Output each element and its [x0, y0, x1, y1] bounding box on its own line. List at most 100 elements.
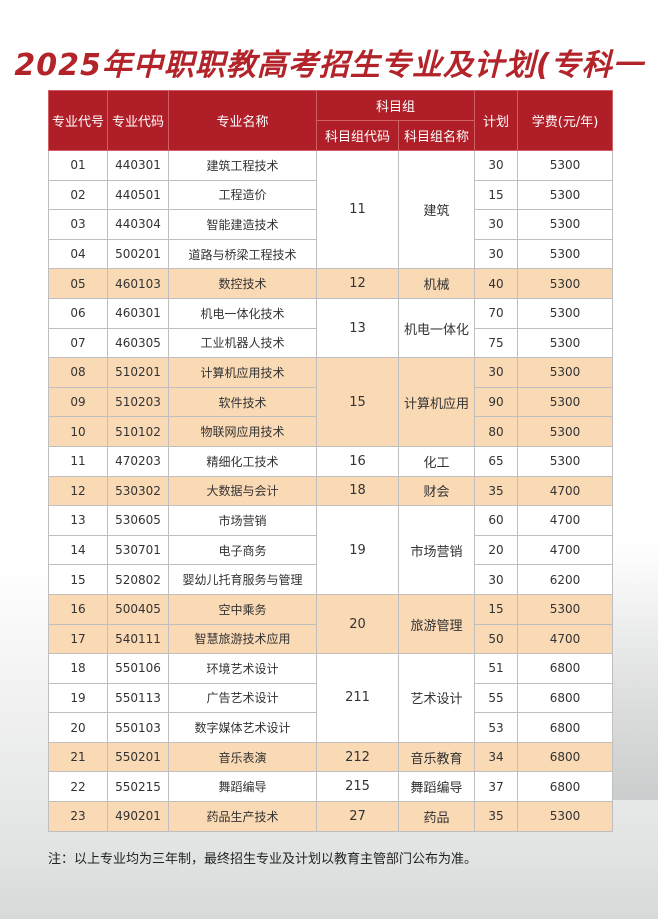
- tuition: 5300: [517, 445, 614, 477]
- tuition: 6800: [517, 682, 614, 714]
- table-row: 14 530701 电子商务 20 4700: [48, 534, 614, 566]
- major-no: 12: [48, 475, 108, 507]
- header-plan: 计划: [474, 90, 519, 151]
- major-code: 460301: [107, 297, 169, 329]
- group-code: 215: [316, 771, 399, 803]
- tuition: 6200: [517, 564, 614, 595]
- major-no: 22: [48, 771, 108, 803]
- plan: 15: [474, 593, 519, 625]
- table-row: 21 550201 音乐表演 212 音乐教育 34 6800: [48, 741, 614, 773]
- plan: 34: [474, 741, 519, 773]
- tuition: 5300: [517, 416, 614, 447]
- table-row: 04 500201 道路与桥梁工程技术 30 5300: [48, 238, 614, 270]
- tuition: 6800: [517, 771, 614, 803]
- plan: 55: [474, 682, 519, 714]
- group-name: 计算机应用: [397, 357, 476, 447]
- group-code: 15: [316, 357, 399, 447]
- group-code: 11: [316, 149, 399, 270]
- tuition: 5300: [517, 238, 614, 270]
- table-row: 23 490201 药品生产技术 27 药品 35 5300: [48, 801, 614, 832]
- table-row: 12 530302 大数据与会计 18 财会 35 4700: [48, 475, 614, 507]
- table-row: 16 500405 空中乘务 20 旅游管理 15 5300: [48, 593, 614, 655]
- major-no: 19: [48, 682, 108, 714]
- enrollment-plan-table: 专业代号 专业代码 专业名称 科目组 计划 学费(元/年) 科目组代码 科目组名…: [48, 90, 614, 832]
- major-name: 大数据与会计: [168, 475, 317, 507]
- tuition: 5300: [517, 327, 614, 359]
- plan: 75: [474, 327, 519, 359]
- header-group-code: 科目组代码: [316, 120, 399, 151]
- group-code: 211: [316, 653, 399, 743]
- header-subject-group: 科目组: [315, 90, 476, 121]
- major-no: 04: [48, 238, 108, 270]
- major-code: 550113: [107, 682, 169, 714]
- table-row: 03 440304 智能建造技术 30 5300: [48, 209, 614, 240]
- group-code: 27: [316, 801, 399, 832]
- tuition: 4700: [517, 475, 614, 507]
- table-row: 19 550113 广告艺术设计 55 6800: [48, 682, 614, 714]
- major-no: 16: [48, 593, 108, 625]
- major-no: 10: [48, 416, 108, 447]
- major-code: 520802: [107, 564, 169, 595]
- group-name: 财会: [397, 475, 476, 507]
- group-name: 旅游管理: [397, 593, 476, 655]
- plan: 80: [474, 416, 519, 447]
- plan: 30: [474, 357, 519, 388]
- major-code: 540111: [107, 623, 169, 655]
- plan: 65: [474, 445, 519, 477]
- tuition: 4700: [517, 623, 614, 655]
- plan: 51: [474, 653, 519, 684]
- tuition: 5300: [517, 150, 614, 181]
- group-name: 机电一体化: [397, 297, 476, 359]
- major-code: 530302: [107, 475, 169, 507]
- table-row: 11 470203 精细化工技术 16 化工 65 5300: [48, 445, 614, 477]
- tuition: 5300: [517, 801, 614, 832]
- tuition: 5300: [517, 593, 614, 625]
- major-name: 建筑工程技术: [168, 150, 317, 181]
- major-code: 510203: [107, 386, 169, 418]
- major-name: 环境艺术设计: [168, 653, 317, 684]
- major-name: 数控技术: [168, 268, 317, 299]
- major-no: 02: [48, 179, 108, 211]
- table-row: 18 550106 环境艺术设计 211 艺术设计 51 6800: [48, 653, 614, 743]
- major-code: 470203: [107, 445, 169, 477]
- group-name: 化工: [397, 445, 476, 477]
- tuition: 5300: [517, 386, 614, 418]
- table-row: 09 510203 软件技术 90 5300: [48, 386, 614, 418]
- major-name: 市场营销: [168, 505, 317, 536]
- major-code: 500201: [107, 238, 169, 270]
- major-no: 20: [48, 712, 108, 743]
- plan: 37: [474, 771, 519, 803]
- header-tuition: 学费(元/年): [517, 90, 614, 151]
- major-name: 婴幼儿托育服务与管理: [168, 564, 317, 595]
- major-no: 05: [48, 268, 108, 299]
- plan: 60: [474, 505, 519, 536]
- plan: 30: [474, 150, 519, 181]
- plan: 40: [474, 268, 519, 299]
- major-no: 15: [48, 564, 108, 595]
- major-name: 工程造价: [168, 179, 317, 211]
- major-name: 道路与桥梁工程技术: [168, 238, 317, 270]
- group-code: 13: [316, 297, 399, 359]
- major-code: 440301: [107, 150, 169, 181]
- header-group-name: 科目组名称: [397, 120, 476, 151]
- header-major-code: 专业代码: [107, 90, 169, 151]
- table-row: 17 540111 智慧旅游技术应用 50 4700: [48, 623, 614, 655]
- table-row: 15 520802 婴幼儿托育服务与管理 30 6200: [48, 564, 614, 595]
- group-name: 药品: [397, 801, 476, 832]
- major-name: 电子商务: [168, 534, 317, 566]
- major-name: 机电一体化技术: [168, 297, 317, 329]
- plan: 20: [474, 534, 519, 566]
- major-no: 03: [48, 209, 108, 240]
- plan: 15: [474, 179, 519, 211]
- group-code: 19: [316, 505, 399, 595]
- group-name: 机械: [397, 268, 476, 299]
- major-no: 23: [48, 801, 108, 832]
- major-name: 药品生产技术: [168, 801, 317, 832]
- major-no: 11: [48, 445, 108, 477]
- major-no: 01: [48, 150, 108, 181]
- group-code: 20: [316, 593, 399, 655]
- plan: 35: [474, 801, 519, 832]
- tuition: 4700: [517, 534, 614, 566]
- group-code: 212: [316, 741, 399, 773]
- group-name: 音乐教育: [397, 741, 476, 773]
